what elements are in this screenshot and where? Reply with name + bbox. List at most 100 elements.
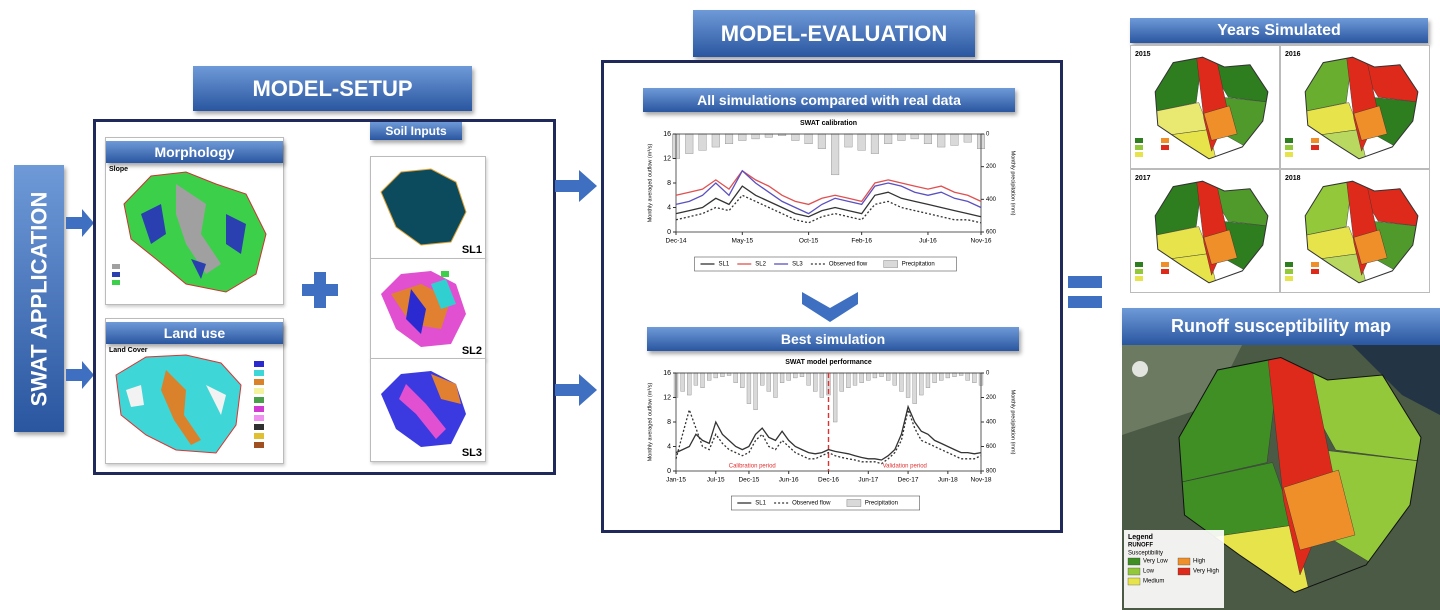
precipitation-bar xyxy=(740,373,744,388)
plus-sign xyxy=(300,270,340,310)
y2-tick-label: 200 xyxy=(986,395,997,401)
y-tick-label: 16 xyxy=(663,370,671,377)
x-tick-label: Jun-16 xyxy=(779,477,799,484)
precipitation-bar xyxy=(899,373,903,391)
precipitation-bar xyxy=(681,373,685,391)
y-tick-label: 16 xyxy=(663,131,671,138)
precipitation-bar xyxy=(951,134,959,145)
soil-map xyxy=(371,359,485,461)
legend-swatch xyxy=(1135,138,1143,143)
legend-swatch xyxy=(1285,269,1293,274)
legend-label: SL2 xyxy=(755,262,766,268)
y-tick-label: 0 xyxy=(667,229,671,236)
best-simulation-header: Best simulation xyxy=(647,327,1019,351)
year-label: 2016 xyxy=(1285,51,1301,58)
setup-to-evaluation-arrows xyxy=(553,170,599,410)
period-label: Calibration period xyxy=(729,464,776,470)
precipitation-bar xyxy=(933,373,937,383)
precipitation-bar xyxy=(800,373,804,377)
y2-axis-label: Monthly precipitation (mm) xyxy=(1010,390,1016,455)
legend-label: Observed flow xyxy=(792,501,831,507)
y-tick-label: 12 xyxy=(663,394,671,401)
chart-title: SWAT model performance xyxy=(785,359,872,366)
legend-label: Very Low xyxy=(1143,559,1168,565)
equals-sign xyxy=(1066,274,1106,312)
legend-swatch xyxy=(1161,269,1169,274)
precipitation-bar xyxy=(725,134,733,144)
year-map: 2018 xyxy=(1280,169,1430,293)
y2-tick-label: 600 xyxy=(986,444,997,450)
y2-tick-label: 400 xyxy=(986,420,997,426)
runoff-map: LegendRUNOFFSusceptibilityVery LowLowMed… xyxy=(1122,345,1440,610)
legend-swatch xyxy=(1135,262,1143,267)
y-axis-label: Monthly averaged outflow (m³/s) xyxy=(647,144,653,223)
precipitation-bar xyxy=(805,134,813,144)
precipitation-bar xyxy=(919,373,923,395)
x-tick-label: May-15 xyxy=(731,238,753,245)
land-cover-legend xyxy=(254,361,264,448)
precipitation-bar xyxy=(972,373,976,383)
precipitation-bar xyxy=(818,134,826,149)
precipitation-bar xyxy=(886,373,890,380)
precipitation-bar xyxy=(687,373,691,395)
land-cover-map xyxy=(106,345,283,463)
precipitation-bar xyxy=(754,373,758,410)
precipitation-bar xyxy=(860,373,864,383)
x-tick-label: Nov-16 xyxy=(971,238,992,245)
chart-title: SWAT calibration xyxy=(800,120,857,127)
year-map: 2016 xyxy=(1280,45,1430,169)
precipitation-bar xyxy=(939,373,943,380)
precipitation-bar xyxy=(966,373,970,380)
legend-label: Low xyxy=(1143,569,1155,575)
legend-swatch xyxy=(1178,568,1190,575)
calibration-header: All simulations compared with real data xyxy=(643,88,1015,112)
legend-swatch xyxy=(1161,145,1169,150)
legend-swatch xyxy=(1285,262,1293,267)
swat-application-label: SWAT APPLICATION xyxy=(26,191,52,406)
plot-frame xyxy=(676,134,981,232)
legend-swatch xyxy=(1128,578,1140,585)
precipitation-bar xyxy=(871,134,879,154)
precipitation-bar xyxy=(738,134,746,141)
y-tick-label: 0 xyxy=(667,468,671,475)
soil-map xyxy=(371,157,485,258)
period-label: Validation period xyxy=(883,464,927,470)
y-tick-label: 12 xyxy=(663,155,671,162)
y-tick-label: 8 xyxy=(667,180,671,187)
year-label: 2015 xyxy=(1135,51,1151,58)
precipitation-bar xyxy=(846,373,850,388)
legend-label: Medium xyxy=(1143,579,1164,585)
legend-swatch xyxy=(1161,262,1169,267)
y-axis-label: Monthly averaged outflow (m³/s) xyxy=(647,383,653,462)
precipitation-bar xyxy=(946,373,950,378)
precipitation-bar xyxy=(906,373,910,398)
x-tick-label: Jul-15 xyxy=(707,477,725,484)
precipitation-bar xyxy=(813,373,817,391)
legend-swatch xyxy=(1285,145,1293,150)
precipitation-bar xyxy=(694,373,698,385)
x-tick-label: Jun-18 xyxy=(938,477,958,484)
precipitation-bar xyxy=(787,373,791,380)
precipitation-bar xyxy=(953,373,957,377)
legend-swatch xyxy=(884,261,898,268)
legend-swatch xyxy=(1128,568,1140,575)
model-evaluation-header: MODEL-EVALUATION xyxy=(693,10,975,57)
precipitation-bar xyxy=(699,134,707,150)
series-line xyxy=(676,171,981,214)
precipitation-bar xyxy=(911,134,919,139)
x-tick-label: Dec-15 xyxy=(738,477,759,484)
y-tick-label: 4 xyxy=(667,204,671,211)
slope-map xyxy=(106,164,283,302)
legend-swatch xyxy=(1311,145,1319,150)
x-tick-label: Jun-17 xyxy=(858,477,878,484)
year-map: 2017 xyxy=(1130,169,1280,293)
x-tick-label: Dec-16 xyxy=(818,477,839,484)
precipitation-bar xyxy=(714,373,718,378)
precipitation-bar xyxy=(924,134,932,144)
legend-label: SL1 xyxy=(719,262,730,268)
precipitation-bar xyxy=(720,373,724,377)
soil-layer-label: SL3 xyxy=(462,447,482,459)
page: SWAT APPLICATION MODEL-SETUP Morphology … xyxy=(0,0,1440,610)
precipitation-bar xyxy=(858,134,866,150)
precipitation-bar xyxy=(793,373,797,378)
